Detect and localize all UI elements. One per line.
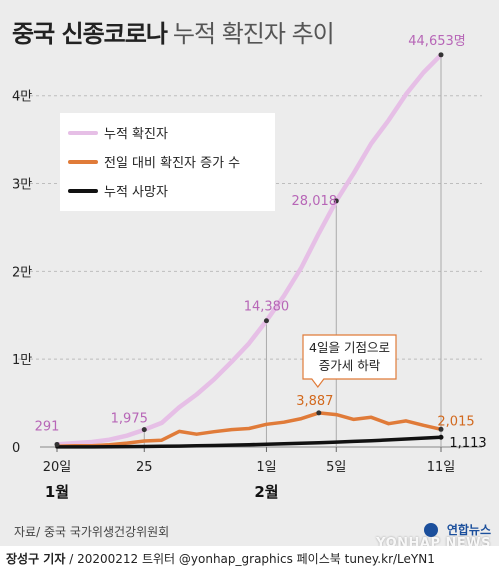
yonhap-logo-icon	[424, 523, 438, 537]
data-point-marker	[54, 441, 60, 447]
x-tick-label: 5일	[326, 460, 346, 475]
legend-label-daily: 전일 대비 확진자 증가 수	[104, 156, 240, 171]
title-main: 중국 신종코로나	[12, 20, 168, 48]
x-tick-label: 25	[136, 460, 153, 475]
line-chart: 0 1만 2만 3만 4만 20일 1월 25 1일 2월 5일 11일 291 1,975 14,380 2…	[12, 34, 487, 501]
x-tick-label: 1일	[256, 460, 276, 475]
source-note: 자료/ 중국 국가위생건강위원회	[14, 525, 170, 539]
yonhap-logo-text: 연합뉴스	[446, 523, 491, 537]
y-tick-label: 0	[12, 441, 20, 456]
annotation-text: 증가세 하락	[319, 358, 381, 373]
legend-label-deaths: 누적 사망자	[104, 185, 168, 200]
data-point-marker	[438, 434, 444, 440]
data-label: 44,653명	[408, 34, 465, 49]
reporter-name: 장성구 기자	[6, 552, 66, 566]
credit-info: / 20200212 트위터 @yonhap_graphics 페이스북 tun…	[65, 552, 435, 566]
series-line-daily	[55, 411, 443, 449]
data-label: 1,113	[449, 436, 486, 451]
y-tick-label: 2만	[12, 265, 32, 280]
y-tick-label: 3만	[12, 178, 32, 193]
annotation-text: 4일을 기점으로	[309, 340, 390, 355]
x-tick-label: 20일	[43, 460, 72, 475]
x-tick-label: 11일	[427, 460, 456, 475]
data-label: 3,887	[296, 394, 333, 409]
data-point-marker	[438, 426, 444, 432]
series-line-confirmed	[54, 52, 444, 447]
data-point-marker	[333, 198, 339, 204]
data-point-marker	[316, 410, 322, 416]
data-point-marker	[141, 427, 147, 433]
title-sub: 누적 확진자 추이	[172, 20, 335, 48]
data-label: 291	[35, 419, 60, 434]
data-point-marker	[438, 52, 444, 58]
x-month-label: 1월	[45, 483, 69, 501]
data-label: 2,015	[437, 414, 474, 429]
data-label: 14,380	[244, 300, 290, 315]
data-label: 28,018	[292, 194, 338, 209]
annotation-box	[302, 334, 397, 388]
y-tick-label: 4만	[12, 90, 32, 105]
y-tick-label: 1만	[12, 353, 32, 368]
chart-title: 중국 신종코로나 누적 확진자 추이	[12, 14, 335, 49]
legend-label-confirmed: 누적 확진자	[104, 127, 168, 142]
data-label: 1,975	[111, 412, 148, 427]
data-point-marker	[263, 318, 269, 324]
x-month-label: 2월	[254, 483, 278, 501]
credit-footer: 장성구 기자 / 20200212 트위터 @yonhap_graphics 페…	[0, 546, 499, 572]
series-line-deaths	[55, 435, 443, 449]
